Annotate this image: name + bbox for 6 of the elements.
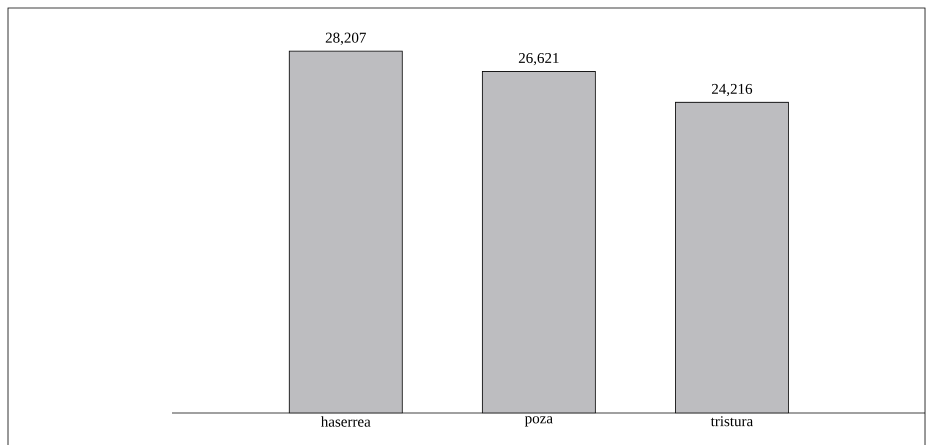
x-tick-label: tristura <box>710 416 753 426</box>
data-label: 26,621 <box>518 53 559 66</box>
x-tick-label: poza <box>524 416 553 426</box>
data-label: 24,216 <box>712 84 752 96</box>
data-label: 28,207 <box>326 32 366 45</box>
x-tick-label: haserrea <box>320 416 371 427</box>
